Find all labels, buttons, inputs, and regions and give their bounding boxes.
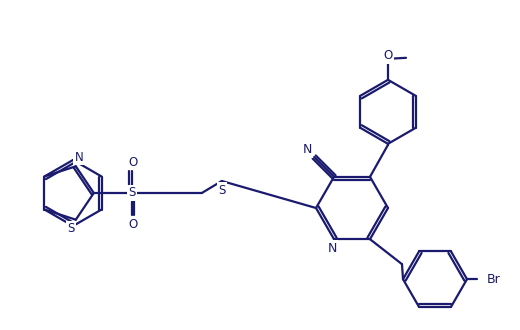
Text: Br: Br	[487, 273, 501, 286]
Text: O: O	[383, 49, 393, 62]
Text: N: N	[327, 242, 336, 255]
Text: O: O	[128, 155, 137, 169]
Text: S: S	[67, 222, 74, 235]
Text: O: O	[128, 217, 137, 230]
Text: S: S	[218, 183, 226, 196]
Text: N: N	[303, 144, 312, 156]
Text: S: S	[128, 186, 136, 200]
Text: N: N	[74, 151, 83, 164]
